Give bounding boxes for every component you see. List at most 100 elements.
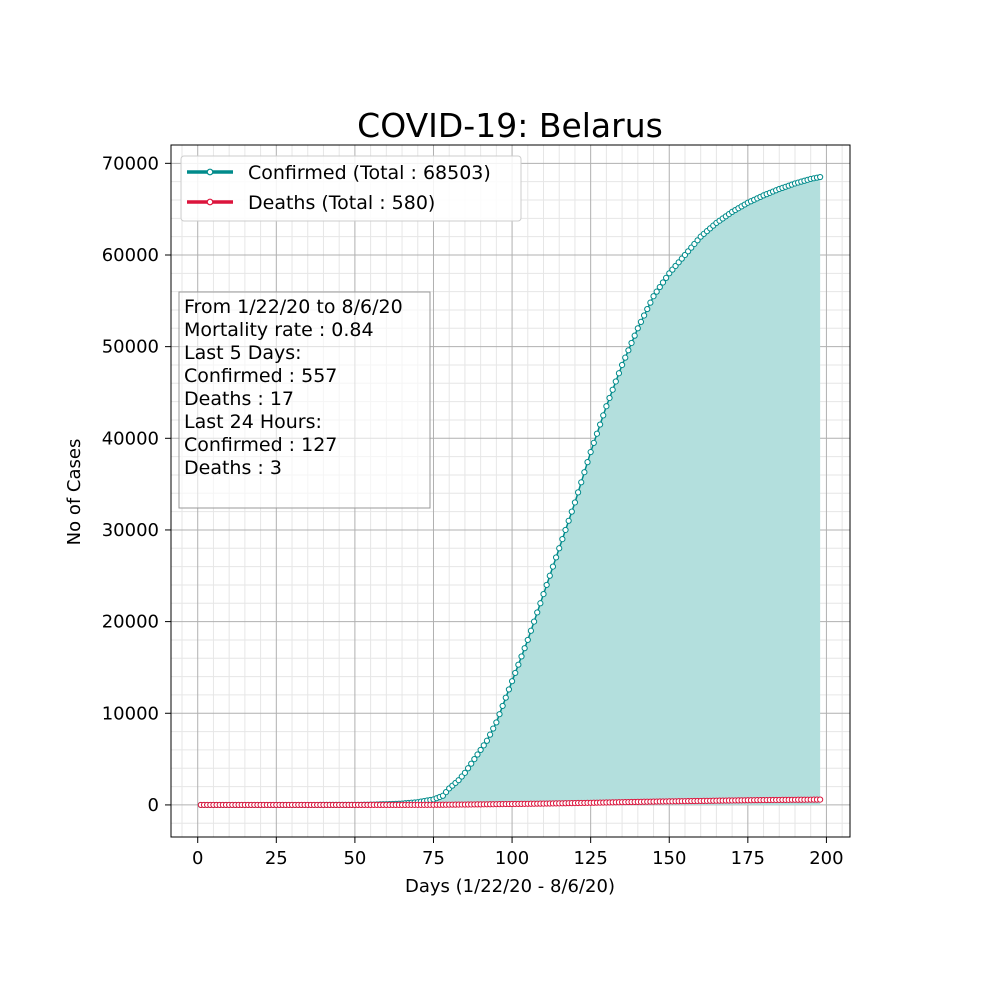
data-point-confirmed xyxy=(474,751,481,758)
data-point-confirmed xyxy=(499,702,506,710)
info-line-date-range: From 1/22/20 to 8/6/20 xyxy=(184,296,403,318)
legend-label-confirmed: Confirmed (Total : 68503) xyxy=(248,162,491,184)
data-point-confirmed xyxy=(464,765,472,772)
y-tick-label: 20000 xyxy=(102,612,159,633)
data-point-confirmed xyxy=(628,339,635,347)
data-point-confirmed xyxy=(574,489,582,496)
data-point-confirmed xyxy=(612,378,619,385)
legend-label-deaths: Deaths (Total : 580) xyxy=(248,192,435,214)
data-point-confirmed xyxy=(587,448,594,456)
data-point-confirmed xyxy=(515,661,522,668)
data-point-confirmed xyxy=(552,554,560,561)
info-line-last24-deaths: Deaths : 3 xyxy=(184,457,282,479)
info-line-last24-confirmed: Confirmed : 127 xyxy=(184,434,337,456)
plot-frame xyxy=(170,144,851,838)
x-tick-label: 125 xyxy=(573,848,607,869)
data-point-confirmed xyxy=(644,305,651,313)
info-box-frame xyxy=(178,291,431,509)
y-axis-label: No of Cases xyxy=(64,439,85,546)
x-tick-label: 50 xyxy=(343,848,366,869)
data-point-confirmed xyxy=(490,725,497,732)
x-tick-label: 150 xyxy=(652,848,686,869)
info-line-last24-header: Last 24 Hours: xyxy=(184,411,322,433)
data-point-confirmed xyxy=(606,394,613,402)
data-point-confirmed xyxy=(468,760,475,767)
data-point-confirmed xyxy=(653,288,660,295)
x-axis: 0 25 50 75 100 125 150 175 200 xyxy=(192,837,844,869)
data-point-confirmed xyxy=(534,609,541,616)
info-line-mortality: Mortality rate : 0.84 xyxy=(184,319,374,341)
data-point-confirmed xyxy=(486,731,494,738)
y-tick-label: 40000 xyxy=(102,428,159,449)
data-point-confirmed xyxy=(540,591,547,598)
y-tick-label: 30000 xyxy=(102,520,159,541)
x-tick-label: 100 xyxy=(495,848,529,869)
legend-box xyxy=(180,155,522,222)
data-point-confirmed xyxy=(634,325,641,332)
x-tick-label: 75 xyxy=(422,848,445,869)
data-point-confirmed xyxy=(659,279,667,286)
legend: Confirmed (Total : 68503) Deaths (Total … xyxy=(180,155,522,222)
data-point-confirmed xyxy=(543,581,550,589)
data-point-confirmed xyxy=(817,173,824,181)
data-point-confirmed xyxy=(596,421,604,428)
data-point-confirmed xyxy=(461,769,469,776)
info-box: From 1/22/20 to 8/6/20 Mortality rate : … xyxy=(178,291,431,509)
series-area-confirmed xyxy=(200,177,821,805)
data-point-confirmed xyxy=(584,459,591,466)
data-point-confirmed xyxy=(537,600,544,607)
x-tick-label: 200 xyxy=(809,848,843,869)
data-point-confirmed xyxy=(530,618,538,625)
data-point-confirmed xyxy=(593,430,601,437)
data-point-confirmed xyxy=(546,572,553,579)
data-point-confirmed xyxy=(663,274,670,282)
data-point-confirmed xyxy=(508,678,516,685)
x-tick-label: 0 xyxy=(192,848,203,869)
data-point-confirmed xyxy=(556,545,563,552)
data-point-confirmed xyxy=(562,526,569,534)
data-point-confirmed xyxy=(637,318,645,325)
data-point-confirmed xyxy=(565,517,572,524)
data-point-confirmed xyxy=(527,627,535,634)
data-point-confirmed xyxy=(622,354,629,361)
data-point-confirmed xyxy=(578,479,585,486)
chart-title: COVID-19: Belarus xyxy=(357,106,663,145)
data-point-confirmed xyxy=(590,439,597,446)
series-layer xyxy=(197,173,824,809)
data-point-confirmed xyxy=(493,719,500,726)
data-point-confirmed xyxy=(505,686,513,693)
info-line-last5-header: Last 5 Days: xyxy=(184,342,302,364)
x-tick-label: 175 xyxy=(731,848,765,869)
y-tick-label: 70000 xyxy=(102,153,159,174)
data-point-confirmed xyxy=(502,694,509,701)
info-line-last5-confirmed: Confirmed : 557 xyxy=(184,365,337,387)
y-tick-label: 0 xyxy=(148,795,159,816)
legend-marker-deaths xyxy=(206,198,214,206)
data-point-confirmed xyxy=(625,347,632,354)
y-tick-label: 60000 xyxy=(102,245,159,266)
data-point-confirmed xyxy=(568,508,575,515)
data-point-confirmed xyxy=(496,711,503,718)
data-point-confirmed xyxy=(483,737,491,744)
data-point-confirmed xyxy=(631,332,638,339)
data-point-confirmed xyxy=(581,469,588,476)
y-axis: 0 10000 20000 30000 40000 50000 60000 70000 xyxy=(102,153,171,816)
y-tick-label: 10000 xyxy=(102,703,159,724)
data-point-confirmed xyxy=(512,669,519,677)
data-point-confirmed xyxy=(618,361,626,369)
data-point-confirmed xyxy=(650,293,657,300)
data-point-confirmed xyxy=(480,742,487,749)
info-line-last5-deaths: Deaths : 17 xyxy=(184,388,294,410)
data-point-confirmed xyxy=(549,563,557,570)
y-tick-label: 50000 xyxy=(102,337,159,358)
x-axis-label: Days (1/22/20 - 8/6/20) xyxy=(405,876,615,897)
data-point-confirmed xyxy=(609,386,616,393)
data-point-confirmed xyxy=(518,653,525,660)
data-point-confirmed xyxy=(600,412,607,419)
data-point-confirmed xyxy=(521,645,528,652)
data-point-confirmed xyxy=(603,403,610,410)
data-point-confirmed xyxy=(615,370,623,377)
x-tick-label: 25 xyxy=(265,848,288,869)
data-point-confirmed xyxy=(571,499,579,506)
